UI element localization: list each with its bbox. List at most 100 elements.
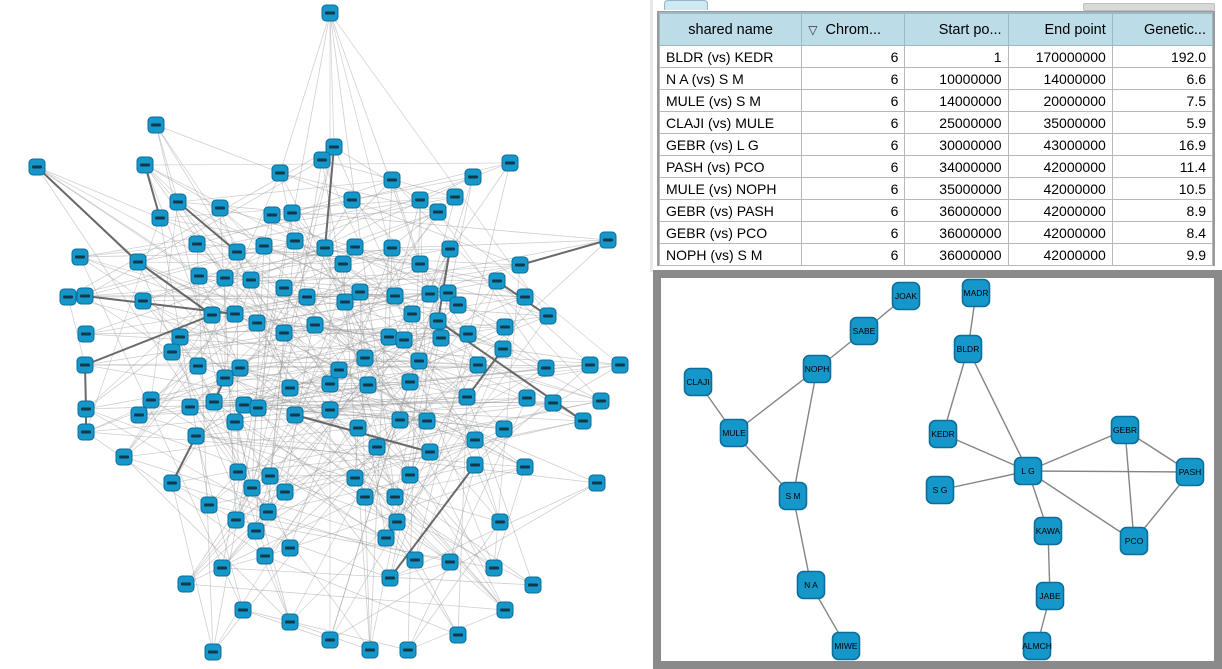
network-node-l-g[interactable]	[1013, 456, 1043, 486]
table-cell[interactable]: 35000000	[904, 177, 1009, 200]
table-cell[interactable]: 10000000	[904, 67, 1009, 90]
column-header-end-point[interactable]: End point	[1007, 12, 1113, 46]
network-node-miwe[interactable]	[831, 631, 861, 661]
column-header-start-po---[interactable]: Start po...	[904, 12, 1009, 46]
network-node-pash[interactable]	[1175, 457, 1205, 487]
table-row[interactable]: PASH (vs) PCO 6 34000000 42000000 11.4	[658, 155, 1214, 178]
table-cell[interactable]: GEBR (vs) PCO	[658, 221, 803, 244]
table-cell[interactable]: 10.5	[1111, 177, 1214, 200]
table-tab-fragment[interactable]	[664, 0, 708, 10]
table-cell[interactable]: 6	[801, 45, 906, 68]
table-cell[interactable]: 30000000	[904, 133, 1009, 156]
table-cell[interactable]: 36000000	[904, 221, 1009, 244]
column-header-shared-name[interactable]: shared name	[658, 12, 803, 46]
table-cell[interactable]: 42000000	[1007, 155, 1113, 178]
network-edge[interactable]	[733, 368, 818, 434]
table-cell[interactable]: 6	[801, 89, 906, 112]
column-header-chrom---[interactable]: ▽ Chrom...	[801, 12, 906, 46]
table-cell[interactable]: NOPH (vs) S M	[658, 243, 803, 266]
table-cell[interactable]: 36000000	[904, 243, 1009, 266]
table-cell[interactable]: 8.9	[1111, 199, 1214, 222]
table-row[interactable]: N A (vs) S M 6 10000000 14000000 6.6	[658, 67, 1214, 90]
table-cell[interactable]: GEBR (vs) L G	[658, 133, 803, 156]
table-row[interactable]: GEBR (vs) PASH 6 36000000 42000000 8.9	[658, 199, 1214, 222]
network-node-joak[interactable]	[891, 281, 921, 311]
table-cell[interactable]: 42000000	[1007, 221, 1113, 244]
table-row[interactable]: CLAJI (vs) MULE 6 25000000 35000000 5.9	[658, 111, 1214, 134]
network-node-almch[interactable]	[1022, 631, 1052, 661]
table-cell[interactable]: 11.4	[1111, 155, 1214, 178]
network-edge[interactable]	[1027, 429, 1126, 472]
table-cell[interactable]: 6.6	[1111, 67, 1214, 90]
small-network-canvas[interactable]: JOAK MADR SABE NOPH CLAJI MULE KEDR BLDR GEBR PAS…	[661, 278, 1214, 661]
table-cell[interactable]: 42000000	[1007, 199, 1113, 222]
table-cell[interactable]: 25000000	[904, 111, 1009, 134]
table-cell[interactable]: BLDR (vs) KEDR	[658, 45, 803, 68]
table-cell[interactable]: 6	[801, 177, 906, 200]
filter-icon[interactable]: ▽	[808, 22, 818, 37]
table-cell[interactable]: PASH (vs) PCO	[658, 155, 803, 178]
table-cell[interactable]: 5.9	[1111, 111, 1214, 134]
network-node-bldr[interactable]	[953, 334, 983, 364]
table-row[interactable]: GEBR (vs) L G 6 30000000 43000000 16.9	[658, 133, 1214, 156]
node-label-smudge	[194, 274, 204, 278]
network-edge[interactable]	[1027, 470, 1135, 542]
network-node-mule[interactable]	[719, 418, 749, 448]
network-edge[interactable]	[792, 495, 812, 586]
table-cell[interactable]: 192.0	[1111, 45, 1214, 68]
table-cell[interactable]: 6	[801, 155, 906, 178]
table-cell[interactable]: 9.9	[1111, 243, 1214, 266]
network-edge	[177, 201, 609, 241]
table-cell[interactable]: 16.9	[1111, 133, 1214, 156]
network-edge[interactable]	[939, 470, 1029, 491]
network-edge[interactable]	[1027, 470, 1191, 473]
network-node-noph[interactable]	[802, 354, 832, 384]
network-node-s-m[interactable]	[778, 481, 808, 511]
network-edge[interactable]	[967, 348, 1029, 472]
table-row[interactable]: BLDR (vs) KEDR 6 1 170000000 192.0	[658, 45, 1214, 68]
network-node-kedr[interactable]	[928, 419, 958, 449]
table-cell[interactable]: MULE (vs) NOPH	[658, 177, 803, 200]
large-network-canvas[interactable]	[0, 0, 650, 669]
network-node-s-g[interactable]	[925, 475, 955, 505]
table-cell[interactable]: 1	[904, 45, 1009, 68]
table-row[interactable]: MULE (vs) S M 6 14000000 20000000 7.5	[658, 89, 1214, 112]
column-header-genetic---[interactable]: Genetic...	[1111, 12, 1214, 46]
table-cell[interactable]: 35000000	[1007, 111, 1113, 134]
table-cell[interactable]: 6	[801, 67, 906, 90]
table-cell[interactable]: 14000000	[1007, 67, 1113, 90]
table-cell[interactable]: 7.5	[1111, 89, 1214, 112]
table-cell[interactable]: 42000000	[1007, 177, 1113, 200]
table-cell[interactable]: N A (vs) S M	[658, 67, 803, 90]
network-edge[interactable]	[1124, 429, 1135, 542]
table-cell[interactable]: MULE (vs) S M	[658, 89, 803, 112]
table-cell[interactable]: 42000000	[1007, 243, 1113, 266]
table-row[interactable]: NOPH (vs) S M 6 36000000 42000000 9.9	[658, 243, 1214, 266]
network-node-sabe[interactable]	[849, 316, 879, 346]
table-cell[interactable]: GEBR (vs) PASH	[658, 199, 803, 222]
network-node-jabe[interactable]	[1035, 581, 1065, 611]
table-cell[interactable]: 6	[801, 221, 906, 244]
table-cell[interactable]: 170000000	[1007, 45, 1113, 68]
table-cell[interactable]: 43000000	[1007, 133, 1113, 156]
table-cell[interactable]: 6	[801, 133, 906, 156]
network-node-n-a[interactable]	[796, 570, 826, 600]
table-cell[interactable]: 34000000	[904, 155, 1009, 178]
table-row[interactable]: GEBR (vs) PCO 6 36000000 42000000 8.4	[658, 221, 1214, 244]
network-node-claji[interactable]	[683, 367, 713, 397]
table-cell[interactable]: 6	[801, 199, 906, 222]
table-cell[interactable]: 6	[801, 243, 906, 266]
network-node-gebr[interactable]	[1110, 415, 1140, 445]
network-node-kawa[interactable]	[1033, 516, 1063, 546]
network-edge[interactable]	[792, 368, 818, 497]
network-node-pco[interactable]	[1119, 526, 1149, 556]
table-cell[interactable]: CLAJI (vs) MULE	[658, 111, 803, 134]
table-cell[interactable]: 20000000	[1007, 89, 1113, 112]
network-node-madr[interactable]	[961, 278, 991, 308]
table-cell[interactable]: 8.4	[1111, 221, 1214, 244]
table-cell[interactable]: 14000000	[904, 89, 1009, 112]
table-row[interactable]: MULE (vs) NOPH 6 35000000 42000000 10.5	[658, 177, 1214, 200]
table-cell[interactable]: 6	[801, 111, 906, 134]
horizontal-scrollbar[interactable]	[1083, 3, 1215, 11]
table-cell[interactable]: 36000000	[904, 199, 1009, 222]
